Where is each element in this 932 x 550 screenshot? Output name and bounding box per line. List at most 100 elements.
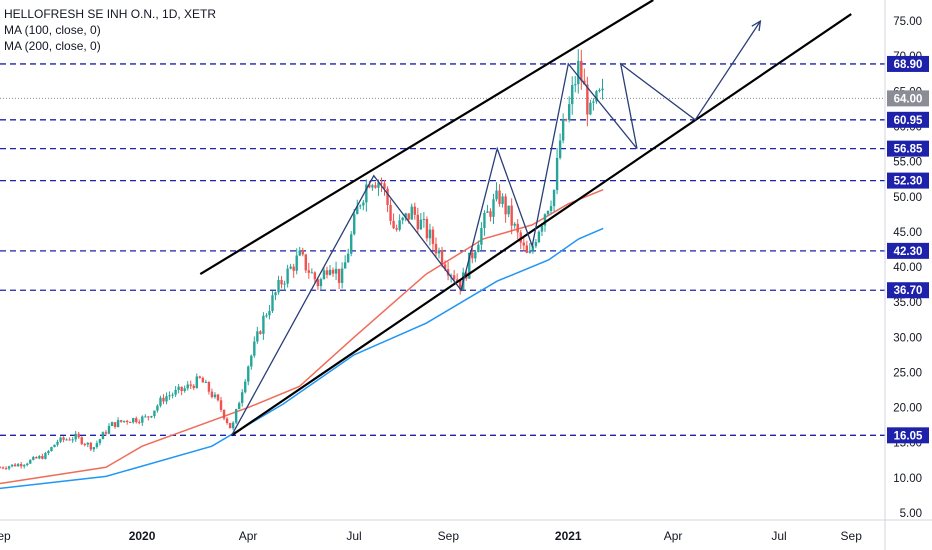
last-price-badge-bg	[887, 90, 929, 107]
candle-body	[216, 394, 220, 401]
candle-body	[201, 377, 205, 383]
candle-body	[528, 250, 532, 253]
candle-body	[531, 246, 535, 251]
candle-body	[516, 223, 519, 233]
candle-body	[153, 410, 156, 417]
level-badge-label: 52.30	[894, 176, 923, 188]
x-tick-label: Apr	[239, 529, 258, 543]
x-tick-label: Apr	[664, 529, 683, 543]
level-badge-bg	[887, 242, 929, 259]
channel-lines	[199, 0, 852, 437]
candles	[0, 49, 604, 471]
candle-body	[534, 242, 538, 247]
candle-body	[116, 420, 120, 427]
candle-body	[380, 182, 383, 184]
y-tick-label: 75.00	[893, 16, 922, 28]
candle-body	[398, 220, 401, 230]
candle-body	[383, 183, 386, 189]
y-tick-label: 55.00	[893, 157, 922, 169]
candle-body	[98, 439, 102, 444]
candle-body	[558, 140, 562, 158]
candle-body	[498, 190, 501, 204]
candle-body	[213, 394, 217, 398]
candle-body	[101, 432, 105, 440]
channel-upper-line	[199, 0, 654, 275]
candle-body	[452, 275, 456, 280]
candle-body	[198, 376, 202, 378]
candle-body	[295, 255, 298, 271]
candle-body	[147, 416, 150, 418]
y-tick-label: 10.00	[893, 473, 922, 485]
candle-body	[144, 416, 147, 418]
candle-body	[283, 283, 286, 285]
candle-body	[156, 405, 159, 411]
candle-body	[322, 270, 326, 280]
candle-body	[316, 279, 320, 287]
candle-body	[525, 245, 529, 253]
candle-body	[422, 218, 426, 220]
x-tick-label: 2020	[129, 529, 156, 543]
candle-body	[374, 185, 377, 188]
candle-body	[4, 468, 8, 470]
candle-body	[289, 266, 292, 269]
candle-body	[86, 442, 90, 445]
candle-body	[210, 391, 214, 398]
candle-body	[183, 388, 186, 392]
candle-body	[395, 228, 398, 230]
candle-body	[222, 409, 226, 419]
candle-body	[274, 292, 277, 296]
candle-body	[50, 447, 53, 452]
candle-body	[110, 422, 114, 427]
candle-body	[598, 89, 601, 92]
candle-body	[7, 466, 11, 469]
candle-body	[586, 84, 589, 115]
candle-body	[416, 214, 420, 230]
candle-body	[549, 206, 553, 211]
candle-body	[186, 384, 189, 389]
y-tick-label: 45.00	[893, 227, 922, 239]
candle-body	[546, 210, 550, 215]
candle-body	[564, 119, 568, 121]
level-badge-label: 56.85	[894, 144, 923, 156]
candle-body	[595, 91, 598, 102]
candle-body	[510, 205, 513, 226]
candle-body	[165, 396, 168, 402]
candle-body	[319, 279, 323, 287]
candle-body	[171, 394, 174, 396]
candle-body	[455, 279, 459, 281]
candle-body	[386, 188, 389, 205]
candle-body	[71, 439, 74, 441]
candle-body	[343, 262, 347, 269]
candle-body	[65, 439, 68, 441]
candle-body	[443, 264, 447, 270]
legend-ma200: MA (200, close, 0)	[4, 39, 101, 53]
candle-body	[113, 422, 117, 427]
candle-body	[571, 85, 574, 105]
candle-body	[56, 441, 59, 445]
candle-body	[228, 422, 232, 429]
candle-body	[0, 467, 2, 469]
candle-body	[241, 392, 244, 404]
candle-body	[262, 315, 265, 334]
candle-body	[80, 437, 83, 444]
candle-body	[425, 218, 429, 239]
candle-body	[368, 184, 371, 188]
zigzag-line	[231, 20, 761, 436]
candle-body	[431, 229, 435, 244]
candle-body	[410, 206, 413, 220]
candle-body	[237, 403, 241, 410]
candle-body	[44, 453, 47, 459]
zigzag-path	[231, 19, 762, 436]
x-tick-label: Jul	[346, 529, 361, 543]
candle-body	[298, 250, 301, 256]
candle-body	[38, 455, 41, 459]
x-tick-label: 2021	[555, 529, 582, 543]
y-tick-label: 20.00	[893, 403, 922, 415]
candle-body	[107, 426, 111, 434]
candle-body	[328, 269, 332, 275]
y-tick-label: 30.00	[893, 332, 922, 344]
candle-body	[574, 84, 577, 86]
candle-body	[19, 464, 23, 467]
candle-body	[492, 199, 495, 217]
